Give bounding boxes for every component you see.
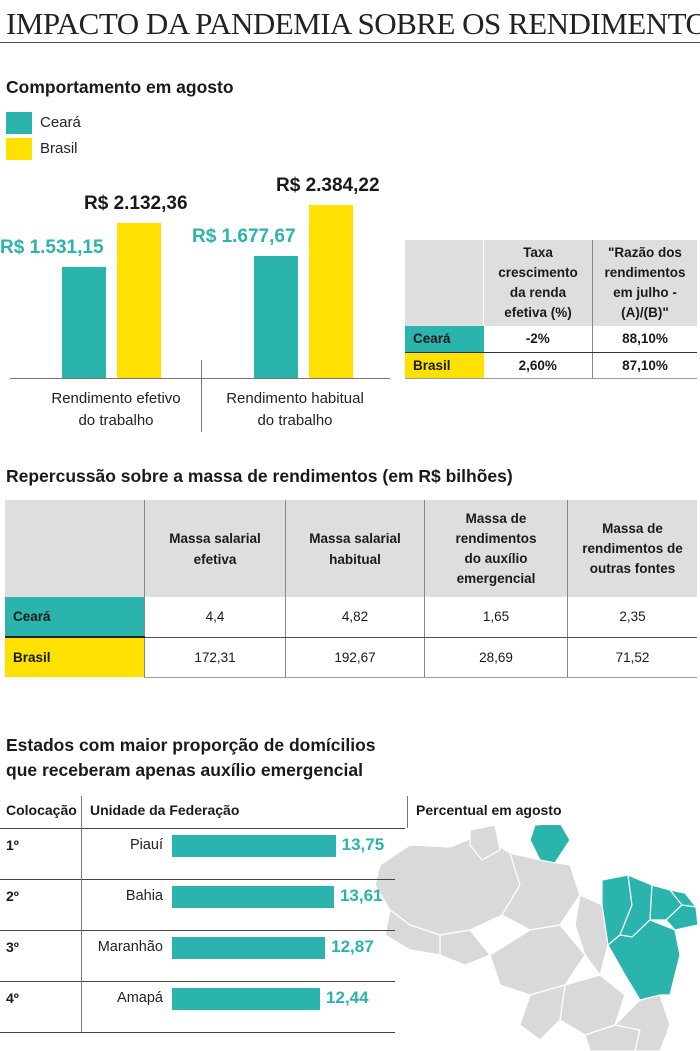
cell: 1,65 bbox=[424, 597, 568, 638]
page-title: IMPACTO DA PANDEMIA SOBRE OS RENDIMENTOS bbox=[6, 6, 700, 41]
uf-label: Amapá bbox=[117, 990, 163, 1006]
col-header-percent: Percentual em agosto bbox=[416, 802, 562, 818]
mass-header-outras: Massa de rendimentos de outras fontes bbox=[567, 500, 697, 597]
map-region-roraima bbox=[469, 825, 501, 861]
row-label-ceara: Ceará bbox=[405, 326, 484, 353]
income-bar-chart: R$ 1.531,15 R$ 2.132,36 Rendimento efetivo… bbox=[0, 170, 400, 440]
map-region-ms bbox=[519, 984, 566, 1041]
map-region-acre bbox=[384, 908, 441, 956]
bar-ceara-0 bbox=[62, 266, 106, 378]
mass-table-corner bbox=[5, 500, 145, 597]
growth-header-razao: "Razão dos rendimentos em julho - (A)/(B)" bbox=[604, 245, 686, 320]
row-label-brasil: Brasil bbox=[405, 352, 484, 378]
cell: 71,52 bbox=[567, 637, 697, 678]
legend-swatch-brasil bbox=[6, 138, 32, 160]
rank-label: 4º bbox=[6, 990, 19, 1006]
bar-value-label: R$ 1.531,15 bbox=[0, 236, 104, 258]
bar-brasil-1 bbox=[309, 205, 353, 378]
category-label-line: do trabalho bbox=[78, 412, 154, 429]
title-divider bbox=[0, 42, 700, 43]
section2-heading: Repercussão sobre a massa de rendimentos… bbox=[6, 466, 513, 486]
rank-label: 3º bbox=[6, 939, 19, 955]
category-label: Rendimento habitual do trabalho bbox=[195, 388, 395, 432]
rank-label: 2º bbox=[6, 888, 19, 904]
category-label: Rendimento efetivo do trabalho bbox=[16, 388, 216, 432]
col-divider bbox=[407, 796, 408, 828]
uf-label: Maranhão bbox=[97, 939, 163, 955]
ranking-value-label: 13,61 bbox=[339, 886, 383, 905]
category-label-line: Rendimento efetivo bbox=[51, 390, 181, 407]
cell: 2,35 bbox=[567, 597, 697, 638]
table-row: Ceará -2% 88,10% bbox=[405, 326, 697, 353]
col-divider bbox=[81, 981, 82, 1032]
map-region-bahia bbox=[607, 919, 681, 1001]
map-region-rondonia bbox=[439, 929, 491, 966]
row-divider bbox=[0, 879, 395, 880]
cell: 2,60% bbox=[483, 352, 593, 378]
ranking-bar bbox=[172, 937, 326, 959]
row-label-ceara: Ceará bbox=[5, 597, 145, 638]
rank-label: 1º bbox=[6, 837, 19, 853]
legend-label-ceara: Ceará bbox=[40, 114, 81, 131]
legend-label-brasil: Brasil bbox=[40, 140, 78, 157]
category-divider bbox=[201, 360, 202, 432]
bar-brasil-0 bbox=[117, 223, 161, 378]
row-divider bbox=[0, 930, 395, 931]
ranking-value-label: 13,75 bbox=[341, 835, 385, 854]
col-divider bbox=[81, 930, 82, 981]
section1-heading: Comportamento em agosto bbox=[6, 77, 234, 97]
col-header-uf: Unidade da Federação bbox=[90, 802, 240, 818]
category-label-line: Rendimento habitual bbox=[226, 390, 364, 407]
row-divider bbox=[0, 828, 405, 829]
col-divider bbox=[81, 879, 82, 930]
ranking-bar bbox=[172, 988, 321, 1010]
mass-header-efetiva: Massa salarial efetiva bbox=[144, 500, 286, 597]
bar-ceara-1 bbox=[254, 256, 298, 378]
col-divider bbox=[81, 828, 82, 879]
chart-baseline bbox=[10, 378, 390, 379]
row-label-brasil: Brasil bbox=[5, 637, 145, 677]
ranking-bar bbox=[172, 886, 334, 908]
cell: 4,4 bbox=[144, 597, 286, 638]
cell: 28,69 bbox=[424, 637, 568, 678]
row-divider bbox=[0, 981, 395, 982]
bar-value-label: R$ 2.132,36 bbox=[84, 193, 188, 215]
table-row: Ceará 4,4 4,82 1,65 2,35 bbox=[5, 597, 697, 638]
uf-label: Bahia bbox=[125, 888, 163, 904]
table-row: Brasil 172,31 192,67 28,69 71,52 bbox=[5, 637, 697, 678]
category-label-line: do trabalho bbox=[257, 412, 333, 429]
section3-heading: Estados com maior proporção de domícilio… bbox=[6, 735, 376, 780]
mass-header-auxilio: Massa de rendimentos do auxílio emergencial bbox=[424, 500, 568, 597]
table-bottom-rule bbox=[405, 378, 697, 379]
row-divider bbox=[0, 1032, 395, 1033]
cell: -2% bbox=[483, 326, 593, 353]
bar-value-label: R$ 1.677,67 bbox=[192, 226, 296, 248]
map-region-pb-pe bbox=[665, 904, 699, 931]
bar-value-label: R$ 2.384,22 bbox=[276, 175, 380, 196]
cell: 88,10% bbox=[592, 326, 697, 353]
growth-table: Taxa crescimento da renda efetiva (%) "Razã… bbox=[405, 240, 697, 379]
uf-label: Piauí bbox=[129, 837, 163, 853]
col-divider bbox=[81, 796, 82, 828]
cell: 192,67 bbox=[285, 637, 425, 678]
cell: 4,82 bbox=[285, 597, 425, 638]
cell: 172,31 bbox=[144, 637, 286, 678]
table-row: Brasil 2,60% 87,10% bbox=[405, 352, 697, 378]
col-header-rank: Colocação bbox=[6, 802, 77, 818]
growth-header-taxa: Taxa crescimento da renda efetiva (%) bbox=[483, 240, 593, 326]
mass-table: Massa salarial efetiva Massa salarial habi… bbox=[5, 500, 697, 678]
cell: 87,10% bbox=[622, 357, 668, 373]
ranking-value-label: 12,87 bbox=[331, 937, 374, 956]
growth-table-corner bbox=[405, 240, 484, 326]
map-region-amapa bbox=[529, 825, 571, 864]
ranking-bar bbox=[172, 835, 336, 857]
ranking-value-label: 12,44 bbox=[326, 988, 369, 1007]
legend-swatch-ceara bbox=[6, 112, 32, 134]
brazil-map-icon bbox=[374, 825, 699, 1051]
mass-header-habitual: Massa salarial habitual bbox=[285, 500, 425, 597]
